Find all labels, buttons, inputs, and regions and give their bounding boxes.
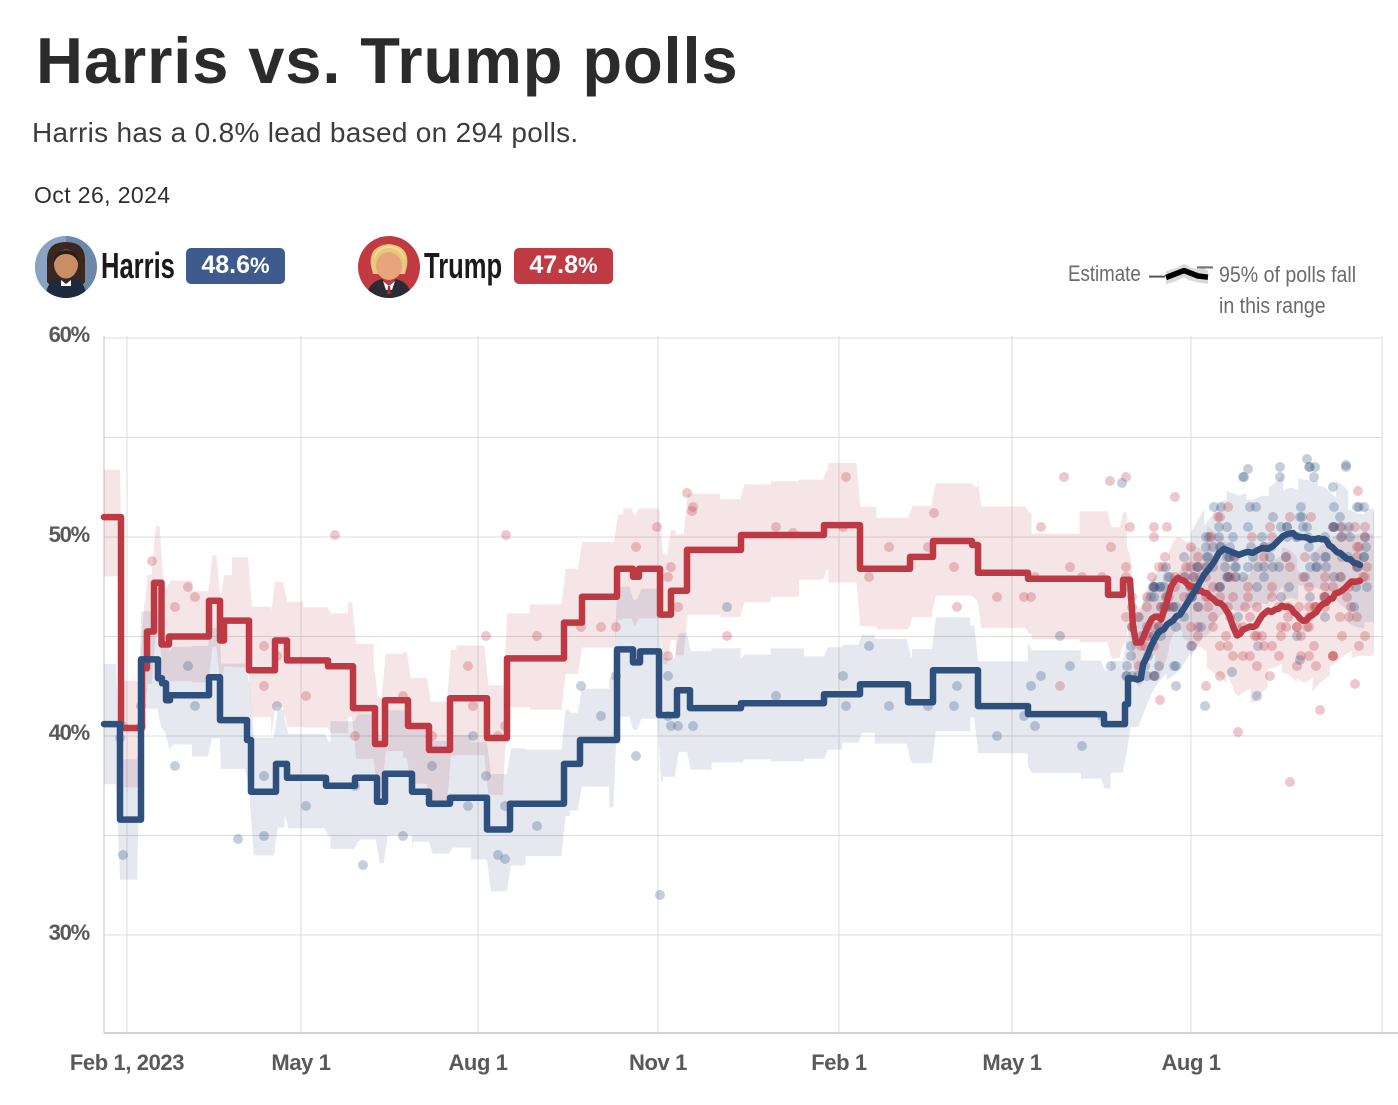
svg-text:Aug 1: Aug 1 bbox=[448, 1050, 507, 1075]
svg-text:40%: 40% bbox=[49, 720, 90, 745]
svg-text:50%: 50% bbox=[49, 522, 90, 547]
svg-text:Nov 1: Nov 1 bbox=[629, 1050, 687, 1075]
svg-text:May 1: May 1 bbox=[982, 1050, 1041, 1075]
svg-text:60%: 60% bbox=[49, 322, 90, 347]
svg-text:Aug 1: Aug 1 bbox=[1161, 1050, 1220, 1075]
svg-text:Feb 1: Feb 1 bbox=[811, 1050, 867, 1075]
svg-text:Feb 1, 2023: Feb 1, 2023 bbox=[70, 1050, 184, 1075]
svg-text:30%: 30% bbox=[49, 920, 90, 945]
svg-text:May 1: May 1 bbox=[271, 1050, 330, 1075]
